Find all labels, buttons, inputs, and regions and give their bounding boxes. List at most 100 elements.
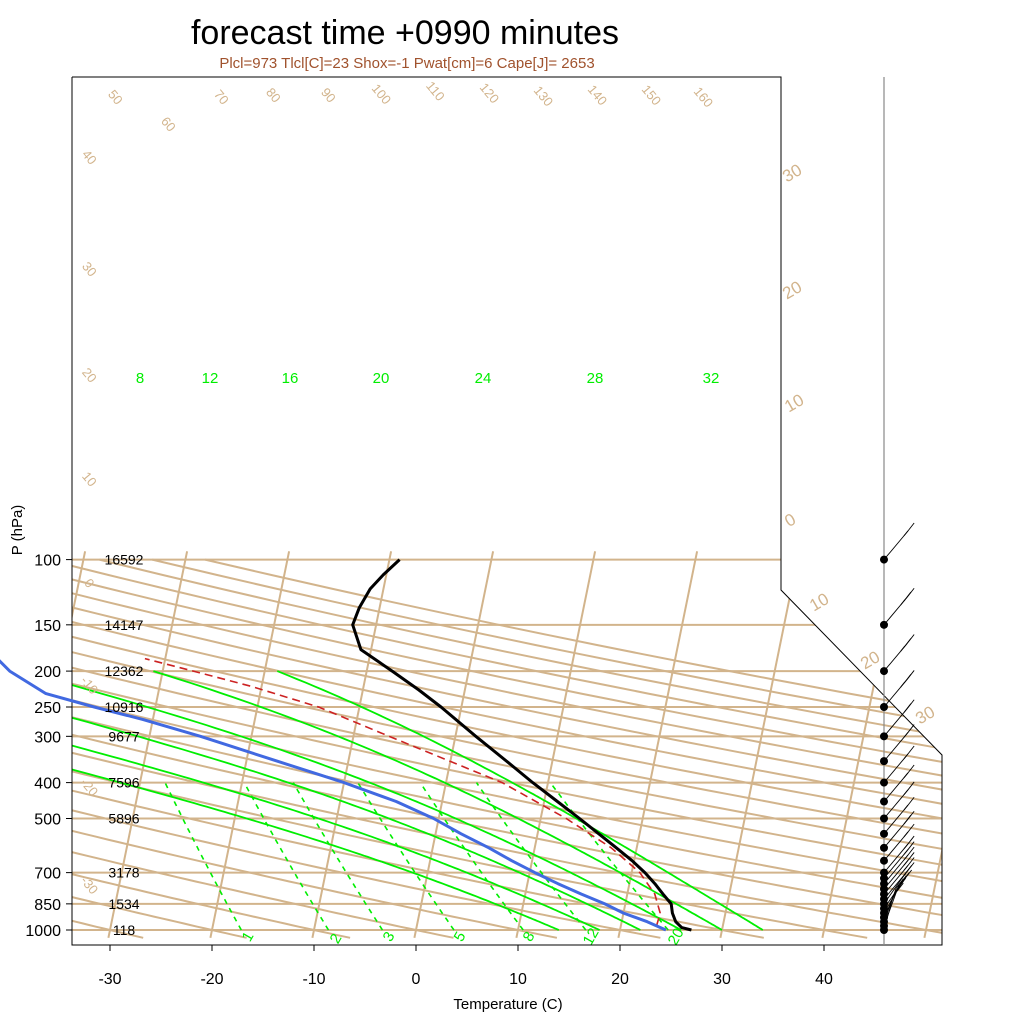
dry-adiabat-line [72,558,454,939]
wind-barb-flag [906,823,915,834]
x-tick-label: 20 [611,971,629,988]
mixing-ratio-bottom-label: 3 [380,929,399,945]
adiabat-label: 70 [211,87,232,108]
adiabat-label: 80 [263,85,284,106]
moist-adiabat-line [72,670,641,931]
dry-adiabat-line [72,558,661,939]
adiabat-label: 150 [639,82,664,108]
wind-barb-half-flag [903,865,909,871]
isotherm-label: 30 [779,160,805,186]
height-label: 12362 [105,663,144,679]
adiabat-side-label: 20 [79,365,100,386]
height-label: 7596 [108,775,139,791]
plot-frame [71,76,943,946]
adiabat-label: 140 [585,82,610,108]
height-label: 16592 [105,552,144,568]
wind-barb-flag [904,869,913,880]
mixing-ratio-bottom-label: 20 [665,925,688,948]
isotherm-label: 10 [806,589,832,615]
x-tick-label: -30 [98,971,121,988]
isotherm-line [923,551,942,938]
adiabat-side-label: -10 [78,673,102,697]
mixing-ratio-line [475,782,587,931]
wind-barb-half-flag [903,854,909,861]
wind-barb-flag [906,781,915,792]
adiabat-label: 100 [369,81,394,107]
moist-adiabat-line [153,670,723,931]
adiabat-side-label: 10 [79,469,100,490]
wind-barb-staff [883,819,908,849]
x-tick-label: -20 [200,971,223,988]
wind-barb-half-flag [900,599,906,606]
mixing-ratio-line [292,782,384,931]
height-label: 5896 [108,810,139,826]
wind-barb-staff [883,754,908,783]
wind-barb-flag [906,857,915,867]
wind-barb-staff [883,832,908,861]
dewpoint-line [0,659,667,932]
wind-barbs [880,77,915,945]
temperature-line [351,558,692,932]
dry-adiabat-line [151,558,942,939]
adiabat-label: 50 [105,87,126,108]
wind-barb-half-flag [903,732,909,738]
y-tick-label: 700 [34,866,61,883]
wind-barb-flag [906,522,915,533]
isotherm-line [209,551,291,938]
wind-barb-flag [906,745,915,756]
wind-barb-staff [883,805,908,835]
wind-barb-staff [883,790,908,819]
dry-adiabat-line [72,558,942,939]
y-tick-label: 200 [34,664,61,681]
isotherm-label: 0 [781,510,799,531]
dry-adiabat-line [72,558,942,939]
wind-barb-flag [906,852,915,862]
isotherm-line [311,551,393,938]
wind-barb-flag [906,846,915,857]
dry-adiabat-line [72,558,942,939]
dry-adiabat-line [72,558,942,939]
mixing-ratio-label: 16 [282,370,299,387]
y-tick-label: 400 [34,776,61,793]
x-axis-label: Temperature (C) [453,996,562,1013]
dry-adiabat-line [72,558,942,939]
dry-adiabat-line [72,558,247,939]
wind-barb-half-flag [903,530,909,537]
x-tick-label: 30 [713,971,731,988]
wind-barb-half-flag [901,877,907,884]
wind-barb-staff [883,844,908,873]
sounding-series [0,558,692,932]
x-tick-label: -10 [302,971,325,988]
dry-adiabat-line [72,558,942,939]
wind-barb-half-flag [903,859,909,866]
isotherm-label: 20 [779,277,805,303]
mixing-ratio-bottom-label: 12 [580,925,603,948]
moist-adiabat-line [72,670,560,931]
dry-adiabat-line [72,558,942,939]
adiabat-label: 120 [477,80,502,106]
mixing-ratio-bottom-label: 2 [327,931,346,947]
wind-barb-half-flag [903,849,909,855]
wind-barb-staff [883,708,908,737]
background-grid [72,551,942,939]
dry-adiabat-line [99,558,942,939]
wind-barb-half-flag [903,789,909,796]
dry-adiabat-line [72,558,764,939]
isotherm-label: 20 [857,647,883,673]
moist-adiabat-line [276,670,764,931]
dry-adiabat-line [72,558,942,939]
height-label: 1534 [108,896,139,912]
wind-barb-flag [903,814,912,825]
wind-barb-flag [903,703,912,713]
height-label: 118 [113,922,136,938]
mixing-ratio-label: 20 [373,370,390,387]
wind-barb-flag [906,862,915,872]
wind-barb-staff [883,773,908,802]
wind-barb-flag [906,764,915,775]
wind-barb-half-flag [903,753,909,760]
wind-barb-half-flag [903,804,909,811]
parcel-path-line [144,657,661,926]
adiabat-side-label: 40 [79,147,100,168]
